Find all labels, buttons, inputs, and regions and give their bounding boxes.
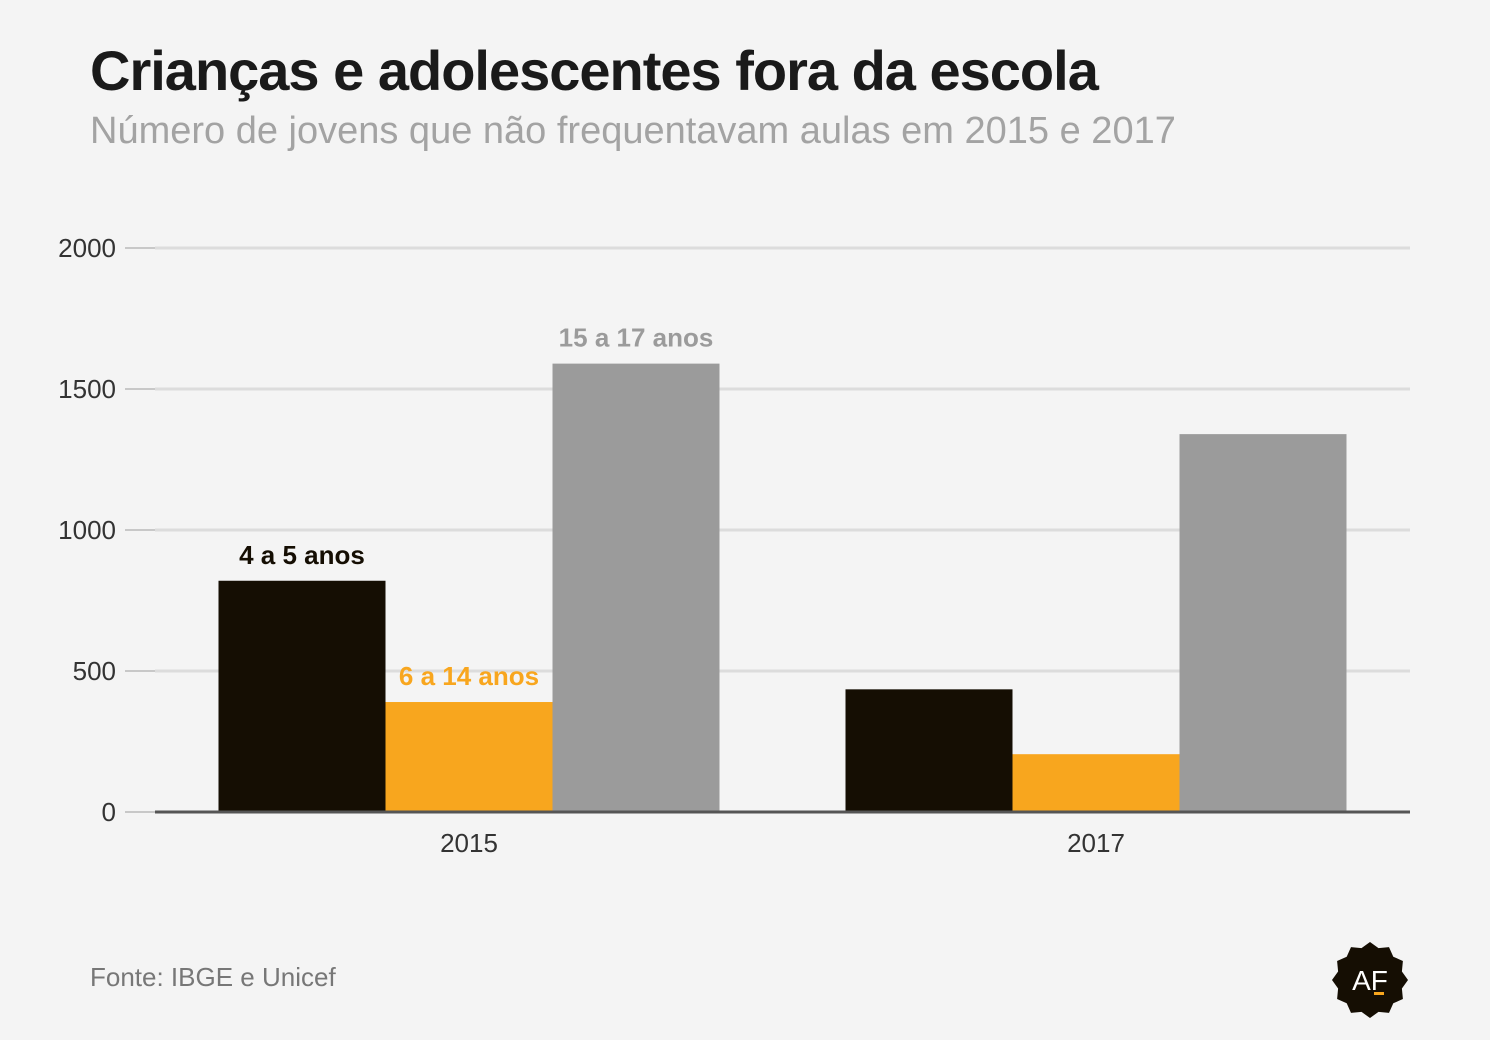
series-label: 6 a 14 anos [399, 661, 539, 691]
y-tick-label: 1500 [58, 374, 116, 404]
bar [845, 689, 1013, 812]
chart-subtitle: Número de jovens que não frequentavam au… [90, 110, 1176, 152]
af-badge-icon: AF [1332, 942, 1408, 1018]
x-tick-label: 2017 [1067, 828, 1125, 858]
y-tick-label: 2000 [58, 233, 116, 263]
bar [385, 702, 553, 812]
source-note: Fonte: IBGE e Unicef [90, 962, 336, 992]
series-label: 4 a 5 anos [239, 540, 365, 570]
series-label: 15 a 17 anos [559, 323, 714, 353]
bar [552, 363, 720, 812]
chart-title: Crianças e adolescentes fora da escola [90, 39, 1099, 102]
y-tick-label: 500 [73, 656, 116, 686]
x-tick-label: 2015 [440, 828, 498, 858]
logo-text: AF [1352, 965, 1388, 996]
bar [1179, 434, 1347, 812]
bar [218, 580, 386, 812]
bar-chart: 0 500 1000 1500 2000 4 a 5 anos 6 a 14 anos 15 … [58, 233, 1410, 858]
y-tick-label: 1000 [58, 515, 116, 545]
bar [1012, 754, 1180, 812]
y-tick-label: 0 [102, 797, 116, 827]
